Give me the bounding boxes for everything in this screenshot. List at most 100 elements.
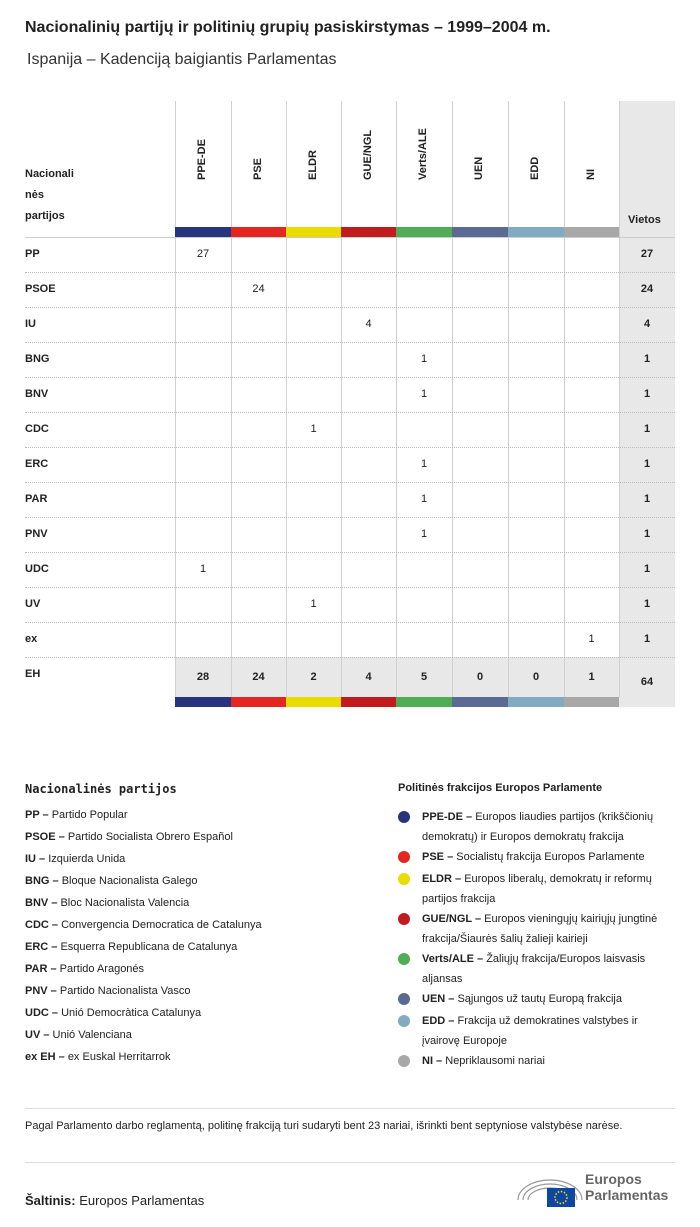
grid-line: [564, 101, 565, 697]
source-label: Šaltinis:: [25, 1193, 76, 1208]
group-color-bar: [175, 227, 231, 237]
seat-value: 1: [420, 493, 428, 505]
legend-abbr: UEN –: [422, 993, 455, 1005]
row-divider: [25, 587, 675, 588]
column-total: 24: [252, 671, 265, 683]
group-color-bar: [508, 227, 564, 237]
party-row-label: CDC: [25, 423, 49, 435]
legend-abbr: PPE-DE –: [422, 811, 473, 823]
legend-group-item: PSE – Socialistų frakcija Europos Parlam…: [422, 847, 677, 867]
party-row-label: BNV: [25, 388, 49, 400]
legend-abbr: UDC –: [25, 1007, 59, 1019]
grid-line: [396, 101, 397, 697]
legend-name: Socialistų frakcija Europos Parlamente: [456, 851, 645, 863]
legend-name: Partido Socialista Obrero Español: [67, 831, 233, 843]
legend-abbr: PSOE –: [25, 831, 65, 843]
group-color-bar: [231, 227, 286, 237]
party-row-label: ERC: [25, 458, 49, 470]
group-color-bar: [341, 697, 396, 707]
legend-name: Unió Democràtica Catalunya: [61, 1007, 202, 1019]
group-color-dot-icon: [398, 953, 410, 965]
group-header: GUE/NGL: [361, 129, 374, 180]
grid-line: [508, 101, 509, 697]
group-color-bar: [231, 697, 286, 707]
legend-party-item: PSOE – Partido Socialista Obrero Español: [25, 827, 233, 847]
legend-name: Europos liaudies partijos (krikščionių d…: [422, 811, 654, 843]
seat-value: 1: [310, 598, 317, 610]
legend-name: Convergencia Democratica de Catalunya: [61, 919, 262, 931]
grid-line: [452, 101, 453, 697]
group-color-bar: [341, 227, 396, 237]
group-color-dot-icon: [398, 1015, 410, 1027]
grid-line: [175, 101, 176, 697]
source: Šaltinis: Europos Parlamentas: [25, 1193, 204, 1208]
seat-value: 27: [196, 248, 210, 260]
legend-group-item: Verts/ALE – Žaliųjų frakcija/Europos lai…: [422, 949, 677, 989]
legend-party-item: PP – Partido Popular: [25, 805, 128, 825]
group-header: EDD: [529, 156, 541, 180]
legend-group-item: NI – Nepriklausomi nariai: [422, 1051, 677, 1071]
legend-abbr: PSE –: [422, 851, 454, 863]
group-color-dot-icon: [398, 1055, 410, 1067]
party-row-label: UV: [25, 598, 41, 610]
seat-value: 1: [199, 563, 207, 575]
row-total: 4: [643, 318, 651, 330]
legend-name: Partido Popular: [51, 809, 128, 821]
legend-group-item: UEN – Sąjungos už tautų Europą frakcija: [422, 989, 677, 1009]
legend-abbr: PP –: [25, 809, 49, 821]
row-divider: [25, 272, 675, 273]
column-total: 5: [420, 671, 428, 683]
group-header: NI: [584, 169, 597, 180]
legend-party-item: UDC – Unió Democràtica Catalunya: [25, 1003, 201, 1023]
party-row-label: UDC: [25, 563, 49, 575]
totals-row-bg: [175, 657, 619, 697]
seat-value: 24: [252, 283, 265, 295]
party-row-label: PP: [25, 248, 40, 260]
party-row-label: PAR: [25, 493, 48, 505]
legend-name: Žaliųjų frakcija/Europos laisvasis aljan…: [422, 953, 646, 985]
legend-abbr: IU –: [25, 853, 46, 865]
column-total: 0: [476, 671, 484, 683]
legend-abbr: BNV –: [25, 897, 58, 909]
row-total: 1: [643, 528, 651, 540]
legend-name: Sąjungos už tautų Europą frakcija: [457, 993, 622, 1005]
parliament-hemicycle-icon: [517, 1179, 583, 1207]
grid-line: [231, 101, 232, 697]
legend-name: Partido Nacionalista Vasco: [59, 985, 191, 997]
legend-parties-title: Nacionalinės partijos: [25, 782, 177, 796]
row-total: 24: [640, 283, 654, 295]
row-header-label: partijos: [25, 210, 65, 222]
group-color-bar: [396, 227, 452, 237]
ep-logo: Europos Parlamentas: [515, 1170, 680, 1210]
legend-party-item: BNG – Bloque Nacionalista Galego: [25, 871, 197, 891]
legend-abbr: PAR –: [25, 963, 57, 975]
source-value: Europos Parlamentas: [79, 1193, 205, 1208]
seat-value: 1: [420, 353, 428, 365]
group-color-bar: [175, 697, 231, 707]
legend-group-item: GUE/NGL – Europos vieningųjų kairiųjų ju…: [422, 909, 677, 949]
legend-name: Esquerra Republicana de Catalunya: [60, 941, 238, 953]
row-divider: [25, 622, 675, 623]
logo-line1: Europos: [585, 1171, 642, 1187]
legend-abbr: ERC –: [25, 941, 58, 953]
legend-party-item: ex EH – ex Euskal Herritarrok: [25, 1047, 171, 1067]
legend-abbr: ex EH –: [25, 1051, 65, 1063]
group-color-bar: [286, 697, 341, 707]
legend-party-item: IU – Izquierda Unida: [25, 849, 125, 869]
row-divider: [25, 412, 675, 413]
logo-line2: Parlamentas: [585, 1187, 669, 1203]
group-color-dot-icon: [398, 913, 410, 925]
group-color-bar: [452, 697, 508, 707]
legend-name: ex Euskal Herritarrok: [67, 1051, 171, 1063]
total-header: Vietos: [628, 214, 661, 226]
grid-line: [341, 101, 342, 697]
group-header: ELDR: [306, 150, 319, 180]
legend-abbr: GUE/NGL –: [422, 913, 482, 925]
divider: [25, 1162, 675, 1163]
row-divider: [25, 482, 675, 483]
legend-abbr: EDD –: [422, 1015, 455, 1027]
column-total: 1: [588, 671, 595, 683]
legend-name: Nepriklausomi nariai: [445, 1055, 545, 1067]
legend-name: Izquierda Unida: [48, 853, 126, 865]
